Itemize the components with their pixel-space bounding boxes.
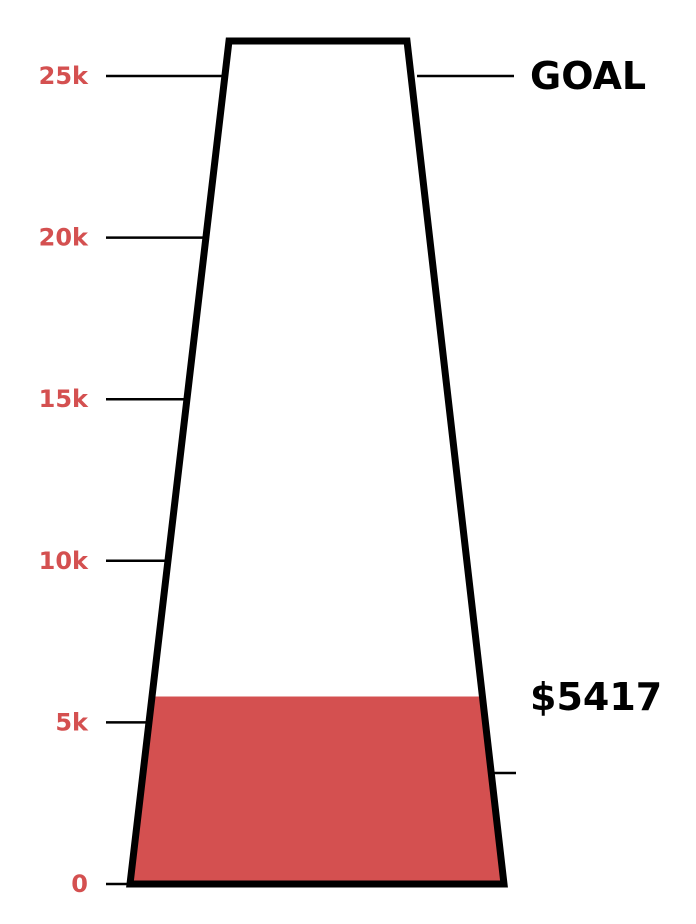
thermometer-outline (126, 37, 508, 888)
goal-label: GOAL (530, 54, 646, 98)
y-tick-label: 5k (55, 708, 89, 736)
y-tick-label: 0 (71, 870, 88, 898)
current-amount-label: $5417 (530, 675, 662, 719)
y-tick-label: 10k (39, 547, 89, 575)
y-tick-label: 20k (39, 224, 89, 252)
y-tick-label: 25k (39, 62, 89, 90)
y-tick-label: 15k (39, 385, 89, 413)
fill-level-bar (130, 696, 504, 884)
y-axis-ticks: 0 5k 10k 15k 20k 25k (39, 62, 225, 898)
